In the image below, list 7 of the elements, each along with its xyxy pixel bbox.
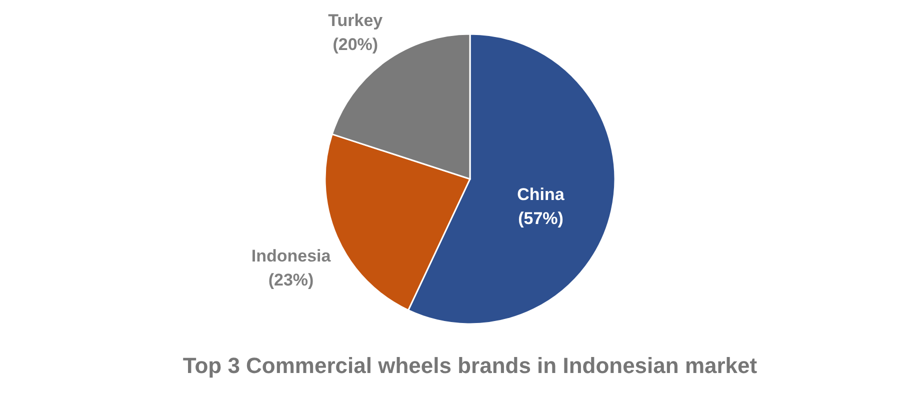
text: Top 3 Commercial wheels brands in Indonesian market <box>182 353 758 378</box>
slice-label: China <box>517 184 565 204</box>
slice-label: Indonesia <box>251 246 332 266</box>
data-label: (57%) <box>518 208 564 228</box>
data-label: (23%) <box>268 270 314 290</box>
data-label: (20%) <box>332 35 378 54</box>
slice-label: Turkey <box>328 11 384 30</box>
